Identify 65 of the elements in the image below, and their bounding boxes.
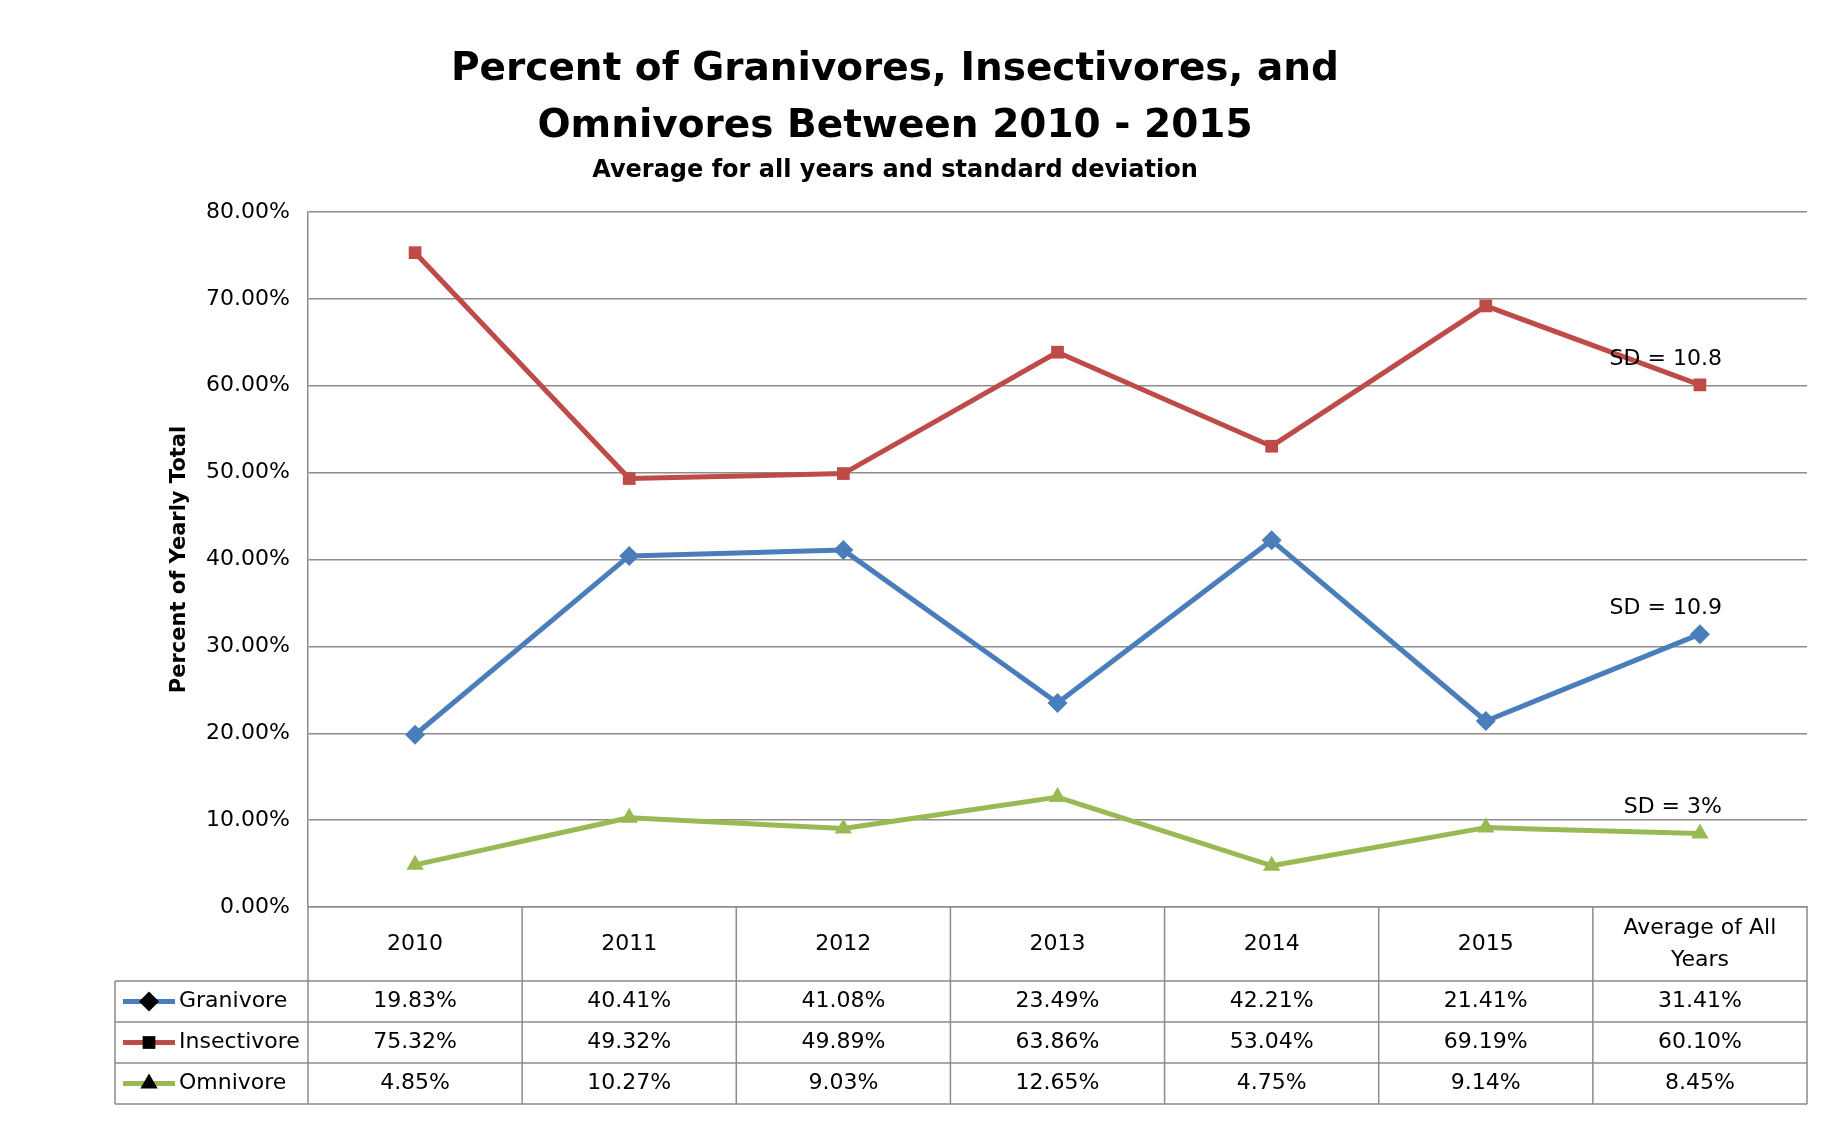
data-label: 12.65%: [1015, 1069, 1100, 1095]
point: [1691, 823, 1709, 839]
point: [1048, 787, 1067, 803]
point: [1689, 624, 1710, 645]
x-tick-label: 2013: [1029, 929, 1086, 955]
point: [1051, 345, 1064, 359]
point: [619, 545, 640, 566]
point: [1047, 692, 1068, 713]
data-label: 69.19%: [1443, 1028, 1528, 1054]
y-tick-label: 30.00%: [206, 632, 290, 658]
point: [1265, 439, 1279, 453]
data-label: 4.85%: [380, 1069, 451, 1095]
data-label: 31.41%: [1657, 987, 1742, 1013]
point: [1262, 855, 1281, 871]
point: [834, 818, 853, 834]
y-tick-label: 80.00%: [206, 197, 290, 223]
point: [620, 807, 638, 823]
point: [405, 724, 426, 745]
point: [622, 472, 636, 485]
data-label: 8.45%: [1664, 1069, 1735, 1095]
y-tick-label: 0.00%: [220, 892, 290, 918]
data-label: 21.41%: [1443, 987, 1528, 1013]
y-tick-label: 20.00%: [206, 718, 290, 744]
chart-title: Percent of Granivores, Insectivores, and Omnivores Between 2010 - 2015: [450, 43, 1340, 148]
y-tick-label: 70.00%: [206, 284, 290, 310]
data-label: 49.32%: [587, 1028, 672, 1054]
x-tick-label: Average of All Years: [1623, 913, 1777, 971]
legend-label: Granivore: [179, 987, 288, 1013]
data-label: 41.08%: [801, 987, 886, 1013]
chart-subtitle: Average for all years and standard deviation: [591, 155, 1199, 183]
y-tick-label: 60.00%: [206, 371, 290, 397]
data-label: 9.03%: [808, 1069, 879, 1095]
legend-label: Insectivore: [179, 1028, 300, 1054]
y-axis-title: Percent of Yearly Total: [166, 425, 191, 694]
y-tick-label: 10.00%: [206, 805, 290, 831]
data-label: 63.86%: [1015, 1028, 1100, 1054]
x-tick-label: 2014: [1243, 929, 1300, 955]
annotation: SD = 10.9: [1609, 593, 1722, 619]
x-tick-label: 2011: [601, 929, 658, 955]
point: [833, 540, 854, 561]
annotation: SD = 3%: [1623, 793, 1722, 819]
data-label: 60.10%: [1657, 1028, 1742, 1054]
point: [406, 854, 424, 870]
x-tick-label: 2015: [1457, 929, 1514, 955]
data-label: 49.89%: [801, 1028, 886, 1054]
data-label: 9.14%: [1450, 1069, 1521, 1095]
point: [836, 467, 850, 480]
x-tick-label: 2010: [387, 929, 444, 955]
point: [1477, 817, 1495, 833]
x-tick-label: 2012: [815, 929, 872, 955]
y-tick-label: 50.00%: [206, 458, 290, 484]
legend-label: Omnivore: [179, 1069, 287, 1095]
point: [1475, 711, 1496, 731]
data-label: 23.49%: [1015, 987, 1100, 1013]
point: [408, 246, 422, 260]
data-label: 19.83%: [373, 987, 458, 1013]
data-label: 4.75%: [1236, 1069, 1307, 1095]
data-label: 40.41%: [587, 987, 672, 1013]
point: [1479, 299, 1493, 313]
data-label: 42.21%: [1229, 987, 1314, 1013]
data-label: 75.32%: [373, 1028, 458, 1054]
point: [1261, 530, 1282, 551]
data-label: 53.04%: [1229, 1028, 1314, 1054]
data-label: 10.27%: [587, 1069, 672, 1095]
y-tick-label: 40.00%: [206, 545, 290, 571]
